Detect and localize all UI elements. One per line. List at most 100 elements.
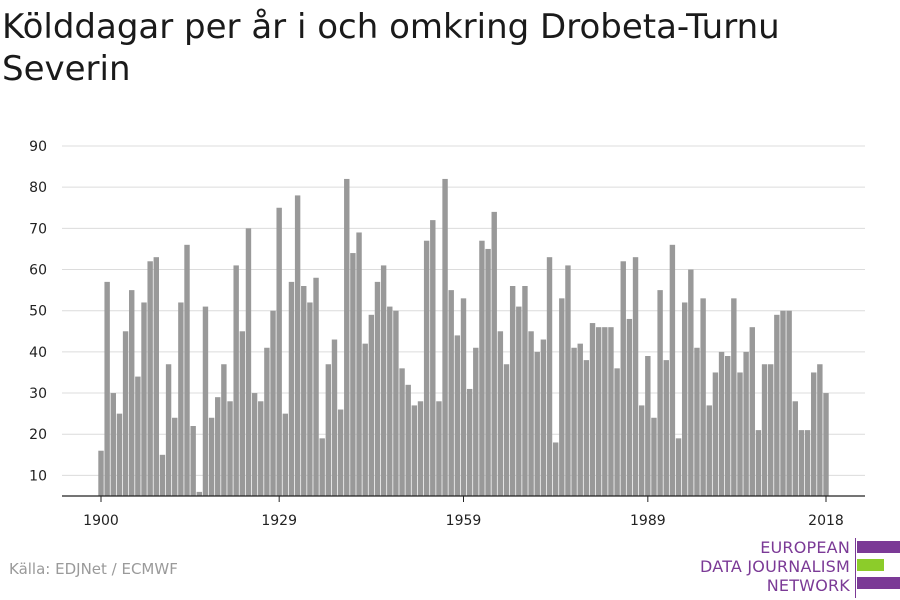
bar-1994	[675, 438, 682, 496]
y-tick-label: 30	[29, 386, 47, 402]
logo-line-3: NETWORK	[766, 576, 850, 595]
bar-1947	[387, 306, 393, 496]
bar-1925	[251, 393, 258, 496]
logo-bar-purple-bottom	[857, 577, 900, 589]
bar-1993	[669, 244, 676, 496]
edjnet-logo: EUROPEAN DATA JOURNALISM NETWORK	[700, 538, 900, 598]
x-tick-label: 1989	[630, 513, 666, 529]
bar-1962	[479, 240, 485, 496]
y-tick-label: 50	[29, 304, 47, 320]
x-tick-label: 2018	[808, 513, 844, 529]
y-tick-label: 90	[29, 139, 47, 155]
bar-1958	[454, 335, 461, 496]
bar-1956	[442, 178, 448, 496]
bar-1989	[645, 356, 651, 496]
bar-1911	[165, 364, 172, 496]
bar-1959	[460, 298, 467, 496]
bar-1916	[196, 491, 203, 496]
bar-1938	[331, 339, 338, 496]
bar-2005	[743, 351, 749, 496]
bar-1936	[319, 438, 325, 496]
bar-1952	[417, 401, 424, 496]
bar-1923	[239, 331, 246, 496]
bar-1949	[399, 368, 405, 496]
bar-1915	[190, 426, 196, 496]
bar-1900	[98, 450, 104, 496]
bar-2012	[786, 310, 792, 496]
bar-2004	[737, 372, 743, 496]
bar-2013	[792, 401, 798, 496]
bar-1914	[184, 244, 190, 496]
y-tick-label: 20	[29, 427, 47, 443]
bar-1998	[700, 298, 706, 496]
bar-2014	[798, 430, 805, 496]
bar-1940	[344, 178, 350, 496]
bar-1970	[528, 331, 534, 496]
bar-1988	[638, 405, 645, 496]
bar-1935	[313, 277, 319, 496]
bar-2011	[780, 310, 786, 496]
bar-1999	[706, 405, 712, 496]
bar-1944	[368, 314, 375, 496]
bar-1904	[122, 331, 129, 496]
logo-divider	[855, 538, 856, 598]
bar-1901	[104, 281, 110, 496]
bar-1943	[362, 343, 368, 496]
bar-1909	[153, 257, 159, 496]
bar-2001	[718, 351, 725, 496]
bar-1957	[448, 290, 454, 496]
bar-1939	[337, 409, 344, 496]
bar-1992	[663, 360, 669, 496]
bar-1984	[614, 368, 620, 496]
logo-bar-green	[857, 559, 884, 571]
bar-1924	[245, 228, 252, 496]
y-tick-label: 70	[29, 221, 47, 237]
bar-1996	[688, 269, 694, 496]
bar-2006	[749, 327, 755, 496]
bar-1946	[380, 265, 387, 496]
x-tick-label: 1929	[261, 513, 297, 529]
y-tick-label: 10	[29, 468, 47, 484]
bar-1928	[270, 310, 276, 496]
bar-1997	[694, 347, 700, 496]
bar-1934	[307, 302, 313, 496]
bar-1975	[559, 298, 565, 496]
bar-1977	[571, 347, 577, 496]
bar-1965	[497, 331, 504, 496]
bar-1932	[294, 195, 301, 496]
bar-1922	[233, 265, 239, 496]
bar-1902	[110, 393, 116, 496]
bar-2009	[768, 364, 774, 496]
bar-2010	[774, 314, 780, 496]
bar-1903	[116, 413, 123, 496]
bar-2017	[817, 364, 823, 496]
bar-1978	[577, 343, 583, 496]
bar-1926	[258, 401, 264, 496]
y-axis-ticks: 10 20 30 40 50 60 70 80 90	[29, 139, 47, 484]
bar-1974	[552, 442, 559, 496]
bar-1968	[516, 306, 522, 496]
bar-1976	[565, 265, 571, 496]
bar-1929	[276, 207, 282, 496]
bar-1954	[430, 220, 436, 496]
bar-1982	[602, 327, 608, 496]
bar-1917	[202, 306, 209, 496]
bar-1987	[632, 257, 639, 496]
bar-1980	[589, 323, 596, 496]
bar-2018	[823, 393, 829, 496]
bar-1913	[178, 302, 184, 496]
bar-1937	[325, 364, 332, 496]
bar-2000	[712, 372, 719, 496]
bar-1927	[264, 347, 270, 496]
bar-2016	[811, 372, 817, 496]
logo-bar-purple-top	[857, 541, 900, 553]
bar-1966	[503, 364, 510, 496]
bar-2008	[761, 364, 768, 496]
bar-1905	[129, 290, 135, 496]
bar-1961	[473, 347, 479, 496]
bar-1955	[436, 401, 442, 496]
logo-line-1: EUROPEAN	[760, 538, 850, 557]
bar-1912	[172, 417, 178, 496]
bar-2003	[731, 298, 737, 496]
